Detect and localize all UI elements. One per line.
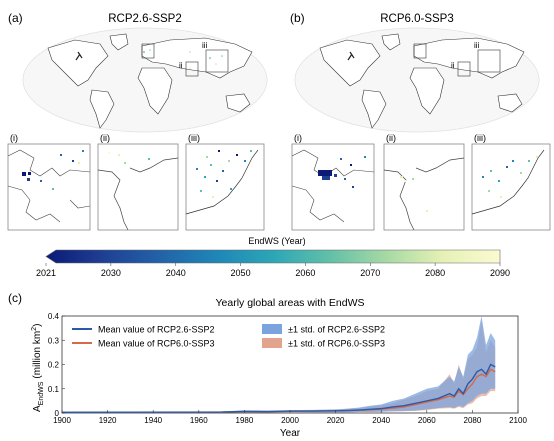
inset-box-label-ii-b: ii <box>451 61 455 70</box>
y-label-sup: 2 <box>31 327 38 331</box>
x-tick-label: 2040 <box>372 416 390 425</box>
y-tick-label: 0 <box>55 409 60 418</box>
legend-label: Mean value of RCP6.0-SSP3 <box>98 339 215 349</box>
inset-box-label-iii: iii <box>202 41 208 50</box>
colorbar-tick-label: 2090 <box>490 268 510 278</box>
colorbar-title: EndWS (Year) <box>248 236 305 246</box>
x-tick-label: 1900 <box>53 416 71 425</box>
inset-a-iii: (iii) <box>185 133 265 231</box>
south-america <box>89 89 115 129</box>
x-tick-label: 2060 <box>418 416 436 425</box>
svg-text:AEndWS(million km2): AEndWS (million km2) <box>31 324 45 412</box>
inset-a-i-dots <box>22 150 84 190</box>
colorbar-tick-label: 2040 <box>166 268 186 278</box>
inset-a-ii-label: (ii) <box>100 133 110 143</box>
colorbar-tick-label: 2050 <box>231 268 251 278</box>
inset-b-iii-label: (iii) <box>474 133 486 143</box>
colorbar-tick-label: 2030 <box>101 268 121 278</box>
x-tick-label: 1940 <box>144 416 162 425</box>
inset-box-iii <box>205 49 229 73</box>
panel-b-label: (b) <box>290 11 305 25</box>
inset-a-ii-dots <box>108 152 150 164</box>
x-tick-label: 1980 <box>236 416 254 425</box>
world-map-b: ii iii <box>294 27 540 133</box>
y-tick-label: 0.1 <box>48 385 60 394</box>
inset-b-iii-dots <box>482 156 538 198</box>
x-tick-label: 1960 <box>190 416 208 425</box>
y-label-main: A <box>32 405 43 412</box>
y-label-sub: EndWS <box>38 381 45 405</box>
plot-area <box>62 316 496 413</box>
africa <box>137 67 173 115</box>
inset-b-ii-label: (ii) <box>386 133 396 143</box>
panel-b-title: RCP6.0-SSP3 <box>380 13 454 25</box>
panel-c-label: (c) <box>8 291 22 305</box>
colorbar-tick-label: 2070 <box>360 268 380 278</box>
inset-box-i <box>141 43 155 59</box>
legend: Mean value of RCP2.6-SSP2 Mean value of R… <box>72 324 385 349</box>
inset-b-iii: (iii) <box>471 133 551 231</box>
inset-a-iii-label: (iii) <box>188 133 200 143</box>
north-america <box>47 39 109 87</box>
inset-box-label-iii-b: iii <box>474 41 480 50</box>
y-label-unit: (million km <box>32 331 43 379</box>
colorbar-ticks: 2021 2030 2040 2050 2060 2070 2080 2090 <box>36 263 510 278</box>
eurasia <box>141 37 253 79</box>
colorbar-tick-label: 2021 <box>36 268 56 278</box>
legend-swatch <box>262 324 282 334</box>
inset-b-i-label: (i) <box>294 133 302 143</box>
map-dots-a <box>143 49 223 69</box>
greenland <box>109 33 129 51</box>
x-tick-label: 2000 <box>281 416 299 425</box>
inset-a-ii: (ii) <box>97 133 179 231</box>
inset-b-i-dots <box>318 156 366 188</box>
x-tick-label: 1920 <box>99 416 117 425</box>
y-tick-label: 0.3 <box>48 336 60 345</box>
y-axis-label: AEndWS (million km2) <box>31 324 45 412</box>
inset-b-ii: (ii) <box>383 133 465 231</box>
chart-title: Yearly global areas with EndWS <box>215 297 364 309</box>
x-tick-label: 2080 <box>464 416 482 425</box>
colorbar-tick-label: 2080 <box>425 268 445 278</box>
x-tick-label: 2020 <box>327 416 345 425</box>
panel-a: (a) RCP2.6-SSP2 ii iii ( <box>7 11 268 231</box>
panel-b: (b) RCP6.0-SSP3 ii iii (i) <box>290 11 551 231</box>
y-axis-ticks: 0 0.1 0.2 0.3 0.4 <box>48 312 65 418</box>
x-tick-label: 2100 <box>509 416 527 425</box>
legend-label: Mean value of RCP2.6-SSP2 <box>98 325 215 335</box>
x-axis-ticks: 1900 1920 1940 1960 1980 2000 2020 2040 2060 2080… <box>53 410 527 425</box>
colorbar-bar <box>45 249 501 264</box>
inset-box-label-ii: ii <box>179 61 183 70</box>
legend-swatch <box>262 338 282 348</box>
inset-a-i-label: (i) <box>10 133 18 143</box>
x-axis-label: Year <box>280 428 301 439</box>
colorbar: EndWS (Year) 2021 2030 2040 2050 2060 2070 208… <box>36 236 510 278</box>
panel-a-label: (a) <box>8 11 23 25</box>
australia <box>225 93 251 113</box>
legend-label: ±1 std. of RCP2.6-SSP2 <box>288 325 385 335</box>
world-map-a: ii iii <box>22 27 268 133</box>
inset-box-ii <box>185 61 199 77</box>
legend-label: ±1 std. of RCP6.0-SSP3 <box>288 339 385 349</box>
mean-line-rcp26-ssp2 <box>62 363 496 413</box>
panel-a-title: RCP2.6-SSP2 <box>108 13 182 25</box>
panel-c: (c) Yearly global areas with EndWS AEndW… <box>8 291 527 439</box>
inset-a-iii-dots <box>196 150 252 198</box>
inset-a-i: (i) <box>7 133 91 231</box>
std-band-rcp26-ssp2 <box>62 316 496 413</box>
inset-b-ii-dots <box>400 176 428 212</box>
y-label-close: ) <box>32 324 43 327</box>
y-tick-label: 0.2 <box>48 361 60 370</box>
inset-b-i: (i) <box>291 133 375 231</box>
y-tick-label: 0.4 <box>48 312 60 321</box>
colorbar-tick-label: 2060 <box>295 268 315 278</box>
